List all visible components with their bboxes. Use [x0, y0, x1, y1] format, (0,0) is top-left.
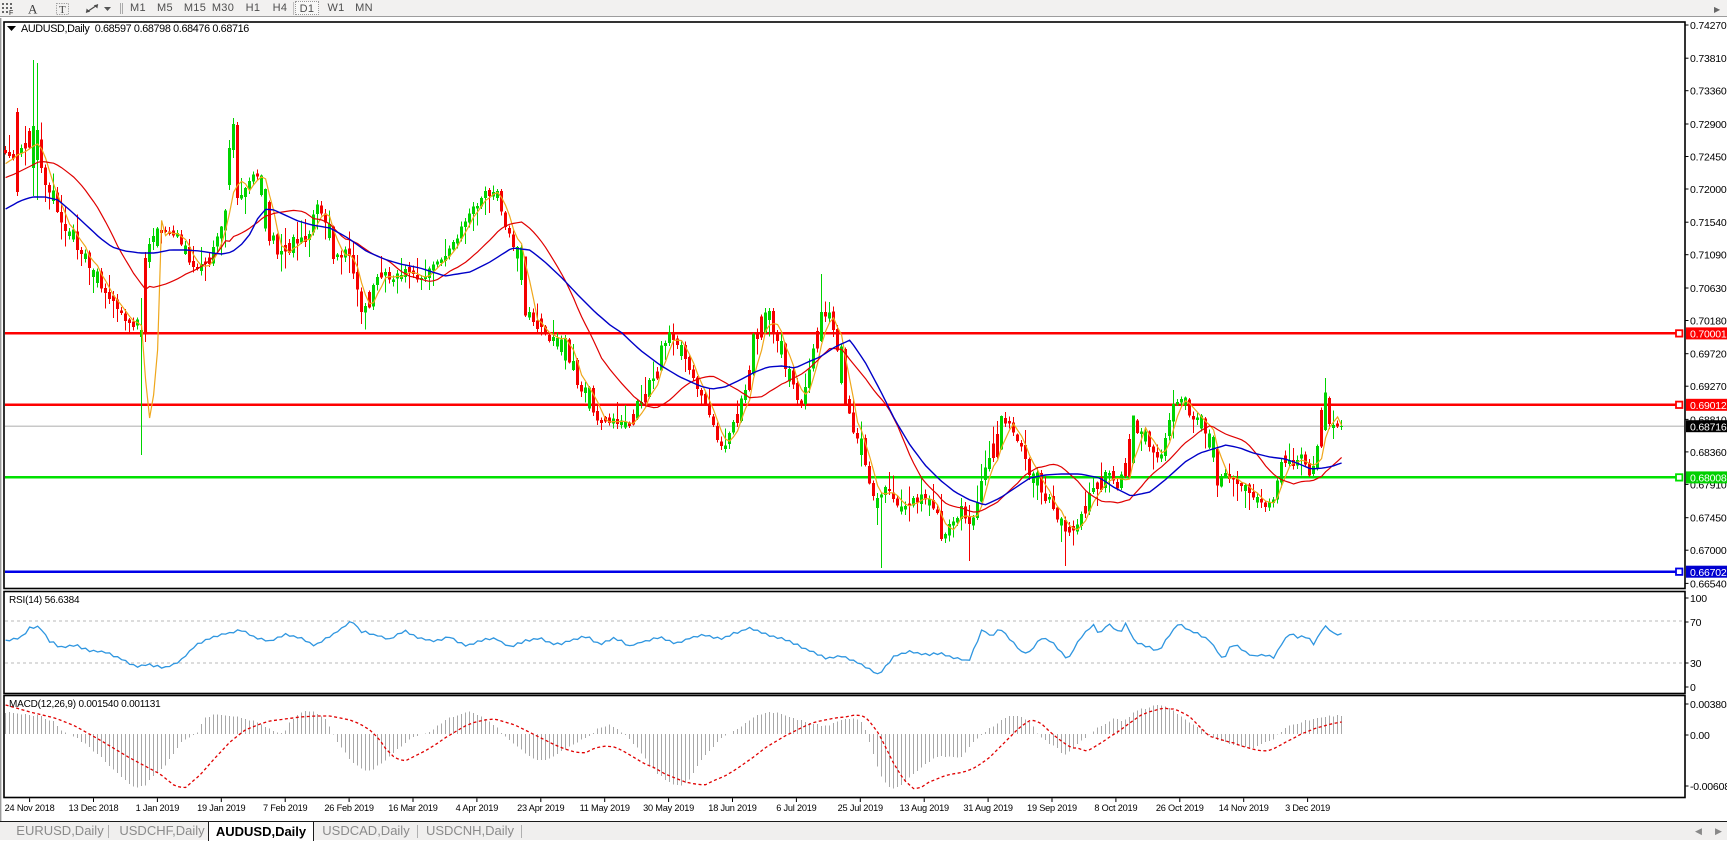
svg-text:0: 0: [1690, 682, 1696, 694]
svg-text:0.70630: 0.70630: [1690, 283, 1727, 295]
svg-text:19 Sep 2019: 19 Sep 2019: [1027, 803, 1077, 813]
svg-text:26 Feb 2019: 26 Feb 2019: [324, 803, 373, 813]
svg-text:30 May 2019: 30 May 2019: [643, 803, 694, 813]
svg-text:7 Feb 2019: 7 Feb 2019: [263, 803, 308, 813]
svg-text:-0.006087: -0.006087: [1690, 781, 1727, 793]
svg-text:100: 100: [1690, 593, 1707, 605]
svg-text:0.67450: 0.67450: [1690, 513, 1727, 525]
svg-text:26 Oct 2019: 26 Oct 2019: [1156, 803, 1204, 813]
svg-text:70: 70: [1690, 617, 1702, 629]
svg-text:0.68360: 0.68360: [1690, 447, 1727, 459]
svg-text:0.66702: 0.66702: [1690, 567, 1727, 579]
svg-text:13 Dec 2018: 13 Dec 2018: [69, 803, 119, 813]
svg-text:0.69720: 0.69720: [1690, 349, 1727, 361]
svg-text:23 Apr 2019: 23 Apr 2019: [517, 803, 564, 813]
svg-text:18 Jun 2019: 18 Jun 2019: [708, 803, 756, 813]
svg-text:14 Nov 2019: 14 Nov 2019: [1219, 803, 1269, 813]
svg-text:RSI(14) 56.6384: RSI(14) 56.6384: [9, 595, 80, 606]
svg-text:8 Oct 2019: 8 Oct 2019: [1094, 803, 1137, 813]
svg-text:0.72900: 0.72900: [1690, 119, 1727, 131]
svg-text:0.68716: 0.68716: [1690, 421, 1727, 433]
svg-text:0.69270: 0.69270: [1690, 381, 1727, 393]
svg-text:0.70180: 0.70180: [1690, 316, 1727, 328]
svg-text:4 Apr 2019: 4 Apr 2019: [456, 803, 499, 813]
svg-text:MACD(12,26,9) 0.001540 0.00113: MACD(12,26,9) 0.001540 0.001131: [9, 699, 161, 710]
svg-text:3 Dec 2019: 3 Dec 2019: [1285, 803, 1330, 813]
svg-text:0.72450: 0.72450: [1690, 152, 1727, 164]
svg-text:16 Mar 2019: 16 Mar 2019: [388, 803, 437, 813]
svg-text:0.68008: 0.68008: [1690, 473, 1727, 485]
svg-text:0.67000: 0.67000: [1690, 545, 1727, 557]
svg-text:0.74270: 0.74270: [1690, 20, 1727, 32]
svg-text:A: A: [28, 2, 38, 17]
svg-text:T: T: [59, 4, 66, 16]
svg-text:13 Aug 2019: 13 Aug 2019: [899, 803, 948, 813]
svg-text:0.73360: 0.73360: [1690, 86, 1727, 98]
svg-text:0.00: 0.00: [1690, 730, 1710, 742]
svg-text:11 May 2019: 11 May 2019: [580, 803, 630, 813]
svg-text:0.73810: 0.73810: [1690, 53, 1727, 65]
svg-text:1 Jan 2019: 1 Jan 2019: [136, 803, 180, 813]
svg-text:0.72000: 0.72000: [1690, 184, 1727, 196]
svg-text:6 Jul 2019: 6 Jul 2019: [776, 803, 816, 813]
svg-text:30: 30: [1690, 658, 1702, 670]
svg-text:0.003804: 0.003804: [1690, 699, 1727, 711]
svg-text:0.66540: 0.66540: [1690, 578, 1727, 590]
svg-text:19 Jan 2019: 19 Jan 2019: [197, 803, 245, 813]
svg-text:AUDUSD,Daily 0.68597 0.68798: AUDUSD,Daily 0.68597 0.68798 0.68476 0.6…: [21, 23, 249, 35]
svg-text:0.69012: 0.69012: [1690, 400, 1727, 412]
svg-text:25 Jul 2019: 25 Jul 2019: [838, 803, 883, 813]
svg-text:0.71540: 0.71540: [1690, 217, 1727, 229]
svg-text:24 Nov 2018: 24 Nov 2018: [5, 803, 55, 813]
svg-text:F: F: [9, 10, 13, 17]
svg-text:31 Aug 2019: 31 Aug 2019: [963, 803, 1012, 813]
svg-text:0.70001: 0.70001: [1690, 329, 1727, 341]
svg-text:0.71090: 0.71090: [1690, 250, 1727, 262]
